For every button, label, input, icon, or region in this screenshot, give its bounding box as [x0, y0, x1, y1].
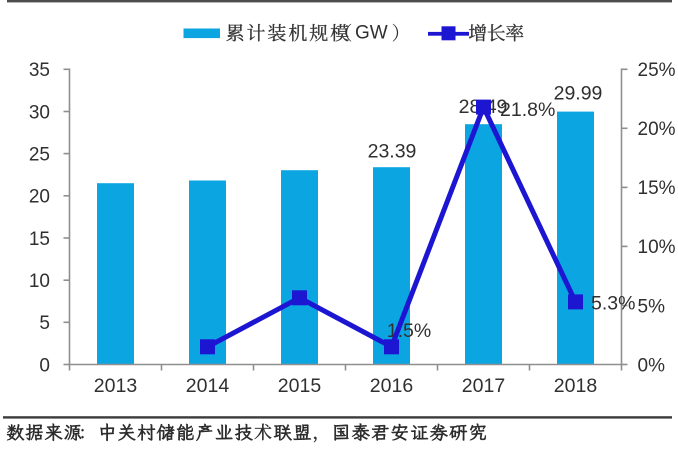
svg-text:10%: 10%	[638, 237, 676, 258]
svg-text:2017: 2017	[462, 375, 505, 397]
svg-text:5: 5	[39, 313, 50, 334]
svg-text:2018: 2018	[554, 375, 597, 397]
svg-text:5.3%: 5.3%	[591, 293, 635, 315]
svg-text:20: 20	[29, 187, 50, 208]
svg-text:2015: 2015	[278, 375, 322, 397]
svg-text:30: 30	[29, 102, 50, 123]
svg-text:GW: GW	[355, 23, 388, 44]
svg-text:15%: 15%	[638, 178, 676, 199]
svg-text:35: 35	[29, 60, 50, 81]
svg-text:2016: 2016	[370, 375, 413, 397]
svg-text:0: 0	[39, 355, 50, 376]
svg-text:25%: 25%	[638, 60, 676, 81]
svg-text:5%: 5%	[638, 296, 666, 317]
svg-text:21.8%: 21.8%	[500, 99, 555, 121]
svg-text:20%: 20%	[638, 119, 676, 140]
svg-text:2014: 2014	[186, 375, 230, 397]
svg-text:15: 15	[29, 229, 50, 250]
svg-text:25: 25	[29, 144, 50, 165]
svg-text:2013: 2013	[94, 375, 137, 397]
svg-text:10: 10	[29, 271, 50, 292]
svg-text:0%: 0%	[638, 355, 666, 376]
svg-text:29.99: 29.99	[554, 83, 603, 105]
svg-text:23.39: 23.39	[368, 140, 417, 162]
